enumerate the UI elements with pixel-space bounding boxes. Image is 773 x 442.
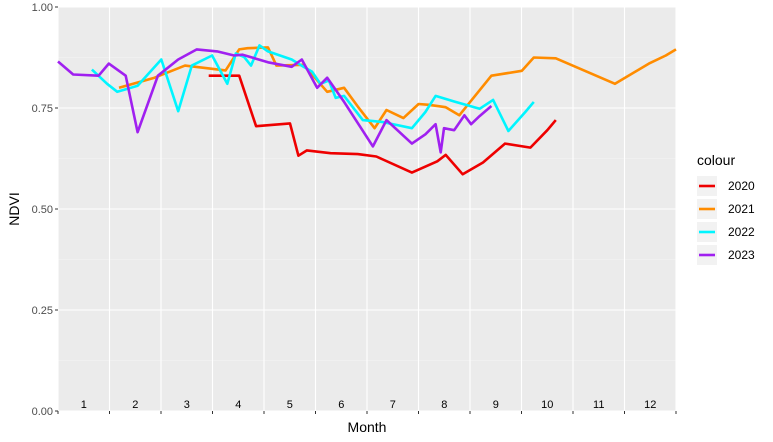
legend-title: colour <box>697 152 735 168</box>
y-tick-label: 1.00 <box>32 2 53 14</box>
y-tick-label: 0.00 <box>32 406 53 418</box>
month-label: 6 <box>338 399 344 411</box>
month-label: 2 <box>132 399 138 411</box>
x-axis <box>57 411 677 414</box>
y-tick-label: 0.75 <box>32 103 53 115</box>
month-label: 8 <box>441 399 447 411</box>
month-label: 7 <box>390 399 396 411</box>
y-tick-label: 0.25 <box>32 305 53 317</box>
month-label: 5 <box>287 399 293 411</box>
legend-label-2021: 2021 <box>728 202 755 216</box>
y-tick-label: 0.50 <box>32 204 53 216</box>
month-labels: 1 2 3 4 5 6 7 8 9 10 11 12 <box>81 399 657 411</box>
month-label: 4 <box>235 399 241 411</box>
legend-label-2022: 2022 <box>728 225 755 239</box>
month-label: 10 <box>541 399 553 411</box>
y-axis: 0.00 0.25 0.50 0.75 1.00 <box>32 2 58 418</box>
y-axis-title: NDVI <box>6 192 22 225</box>
legend-label-2020: 2020 <box>728 179 755 193</box>
month-label: 12 <box>644 399 656 411</box>
series-lines <box>57 44 677 176</box>
series-line-2020 <box>208 74 557 176</box>
month-label: 3 <box>184 399 190 411</box>
series-line-2021 <box>118 46 677 130</box>
legend-label-2023: 2023 <box>728 248 755 262</box>
series-line-2023 <box>57 48 493 154</box>
legend: colour 2020 2021 2022 2023 <box>697 152 755 265</box>
month-label: 9 <box>493 399 499 411</box>
x-axis-title: Month <box>348 419 387 435</box>
month-label: 11 <box>593 399 604 411</box>
month-label: 1 <box>81 399 87 411</box>
